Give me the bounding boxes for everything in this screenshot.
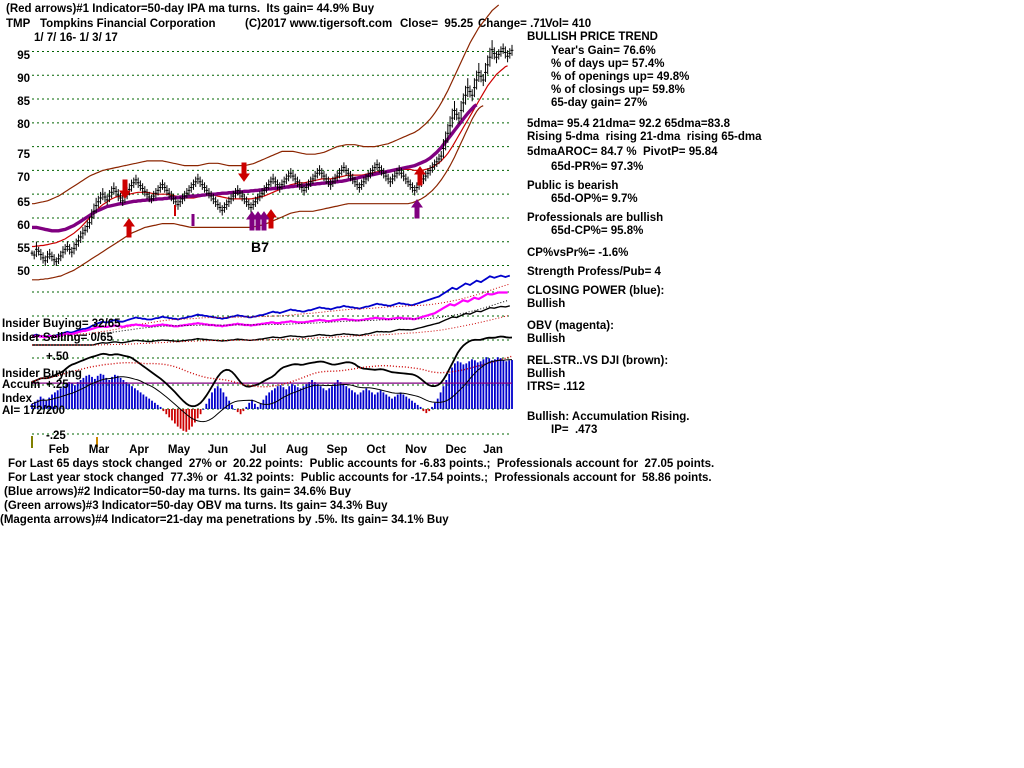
relstr-value: Bullish (527, 368, 566, 380)
y-axis-label-85: 85 (17, 96, 30, 108)
footer-line-year: For Last year stock changed 77.3% or 41.… (8, 472, 712, 484)
cp-percent: 65d-CP%= 95.8% (551, 225, 644, 237)
buy-arrow-red (414, 166, 426, 186)
x-axis-label-nov: Nov (405, 444, 427, 456)
obv-value: Bullish (527, 333, 566, 345)
y-axis-label-55: 55 (17, 243, 30, 255)
buy-arrow-red (265, 209, 277, 229)
x-axis-label-dec: Dec (445, 444, 467, 456)
accum-envelope-line (31, 359, 513, 423)
closing-power-value: Bullish (527, 298, 566, 310)
stat-closings-up: % of closings up= 59.8% (551, 84, 685, 96)
y-axis-label-50: 50 (17, 266, 30, 278)
x-axis-label-jun: Jun (207, 444, 229, 456)
close-price: Close= 95.25 (400, 18, 474, 30)
level-minus-25: -.25 (46, 430, 66, 442)
obv-title: OBV (magenta): (527, 320, 614, 332)
series-path (32, 103, 478, 233)
price-change: Change= .71 (478, 18, 547, 30)
cp-vs-pr: CP%vsPr%= -1.6% (527, 247, 629, 259)
indicator-headline: (Red arrows)#1 Indicator=50-day IPA ma t… (6, 3, 375, 15)
aroc-pivot: 5dmaAROC= 84.7 % PivotP= 95.84 (527, 146, 718, 158)
y-axis-label-90: 90 (17, 73, 30, 85)
date-range: 1/ 7/ 16- 1/ 3/ 17 (34, 32, 118, 44)
insider-selling-count: Insider Selling= 0/65 (2, 332, 113, 344)
series-path (32, 4, 500, 205)
y-axis-label-60: 60 (17, 220, 30, 232)
buy-arrow-purple (411, 199, 423, 219)
series-path (32, 291, 508, 339)
accum-index-title-3: Index (2, 393, 33, 405)
sell-arrow-red (119, 179, 131, 199)
buy-signal-marker: B7 (251, 239, 269, 255)
y-axis-label-75: 75 (17, 149, 30, 161)
accum-index-title-1: Insider Buying (2, 368, 82, 380)
stat-65day-gain: 65-day gain= 27% (551, 97, 648, 109)
pr-percent: 65d-PR%= 97.3% (551, 161, 644, 173)
dma-direction: Rising 5-dma rising 21-dma rising 65-dma (527, 131, 762, 143)
series-path (32, 274, 511, 338)
accum-smoothed-line (31, 335, 513, 408)
company-name: Tompkins Financial Corporation (40, 18, 216, 30)
ip-value: IP= .473 (551, 424, 598, 436)
accum-index-title-2: Accum (2, 379, 41, 391)
x-axis-label-sep: Sep (326, 444, 348, 456)
footer-line-65day: For Last 65 days stock changed 27% or 20… (8, 458, 715, 470)
series-path (32, 305, 510, 346)
series-path (32, 283, 510, 337)
ai-reading: AI= 172/200 (2, 405, 65, 417)
stat-days-up: % of days up= 57.4% (551, 58, 665, 70)
relstr-title: REL.STR..VS DJI (brown): (527, 355, 669, 367)
x-axis-label-feb: Feb (48, 444, 70, 456)
stat-openings-up: % of openings up= 49.8% (551, 71, 690, 83)
price-bars (30, 40, 514, 267)
sell-arrow-red (238, 162, 250, 182)
x-axis-label-aug: Aug (285, 444, 309, 456)
y-axis-label-65: 65 (17, 197, 30, 209)
insider-buying-count: Insider Buying= 32/65 (2, 318, 121, 330)
professional-sentiment: Professionals are bullish (527, 212, 664, 224)
trend-title: BULLISH PRICE TREND (527, 31, 658, 43)
stat-years-gain: Year's Gain= 76.6% (551, 45, 656, 57)
x-axis-label-jan: Jan (483, 444, 503, 456)
x-axis-label-jul: Jul (249, 444, 267, 456)
buy-arrow-purple (258, 211, 270, 231)
y-axis-label-80: 80 (17, 119, 30, 131)
copyright-notice: (C)2017 www.tigersoft.com (245, 18, 393, 30)
public-sentiment: Public is bearish (527, 180, 619, 192)
x-axis-label-mar: Mar (88, 444, 110, 456)
accumulation-summary: Bullish: Accumulation Rising. (527, 411, 690, 423)
x-axis-label-apr: Apr (129, 444, 149, 456)
closing-power-title: CLOSING POWER (blue): (527, 285, 665, 297)
itrs-value: ITRS= .112 (527, 381, 585, 393)
x-axis-label-oct: Oct (366, 444, 386, 456)
volume: Vol= 410 (545, 18, 592, 30)
footer-line-magenta-arrows: (Magenta arrows)#4 Indicator=21-day ma p… (0, 514, 449, 526)
accum-ma-line (31, 355, 513, 388)
ticker-symbol: TMP (6, 18, 31, 30)
footer-line-blue-arrows: (Blue arrows)#2 Indicator=50-day ma turn… (4, 486, 352, 498)
op-percent: 65d-OP%= 9.7% (551, 193, 638, 205)
accumulation-bars (31, 357, 513, 432)
dma-values: 5dma= 95.4 21dma= 92.2 65dma=83.8 (527, 118, 730, 130)
level-plus-50: +.50 (46, 351, 69, 363)
buy-arrow-red (123, 218, 135, 238)
level-plus-25: +.25 (46, 379, 69, 391)
strength-prof-pub: Strength Profess/Pub= 4 (527, 266, 661, 278)
y-axis-label-70: 70 (17, 172, 30, 184)
y-axis-label-95: 95 (17, 50, 30, 62)
x-axis-label-may: May (167, 444, 191, 456)
footer-line-green-arrows: (Green arrows)#3 Indicator=50-day OBV ma… (4, 500, 388, 512)
